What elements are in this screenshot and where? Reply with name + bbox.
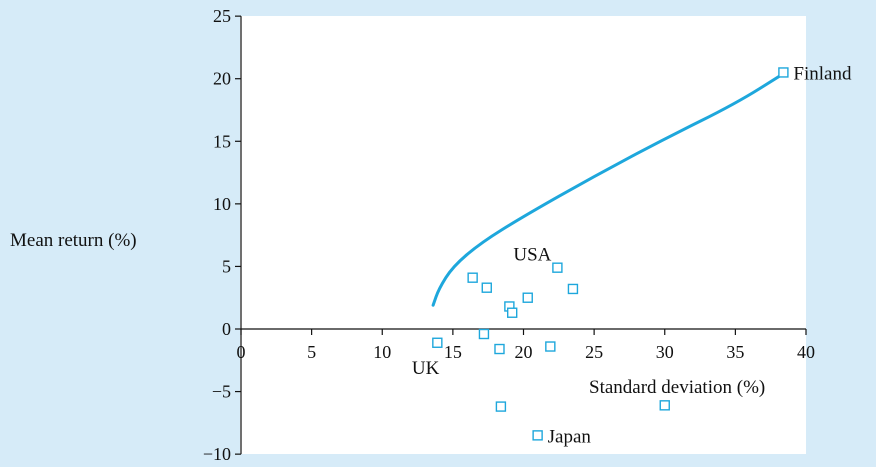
x-axis-label: Standard deviation (%)	[589, 377, 765, 398]
x-tick-label: 40	[797, 342, 815, 362]
data-point	[659, 400, 670, 411]
y-tick-label: 25	[213, 6, 231, 26]
point-label: USA	[513, 245, 551, 266]
point-label: Finland	[793, 63, 852, 84]
x-tick-label: 0	[237, 342, 246, 362]
data-point	[545, 341, 556, 352]
data-point	[478, 328, 490, 340]
point-label: Japan	[548, 426, 592, 447]
plot-area	[240, 16, 806, 454]
data-point	[481, 282, 492, 293]
axes: −10 −5 0 5 10 15 20 25 0 5 10 15 20 25 30 35 40	[203, 6, 815, 464]
data-point	[467, 272, 478, 283]
x-tick-label: 5	[307, 342, 316, 362]
y-tick-label: 10	[213, 194, 231, 214]
y-axis-label: Mean return (%)	[10, 230, 137, 251]
data-point	[778, 67, 789, 78]
data-point	[532, 430, 543, 441]
x-tick-label: 20	[515, 342, 533, 362]
data-point	[552, 262, 563, 273]
frontier-layer	[431, 72, 785, 307]
y-tick-label: 0	[222, 319, 231, 339]
x-tick-label: 30	[656, 342, 674, 362]
data-point	[494, 343, 505, 355]
data-point	[495, 401, 507, 412]
data-point	[522, 292, 533, 303]
y-tick-label: −5	[212, 382, 231, 402]
data-point	[567, 283, 579, 295]
labels-layer: Finland USA UK Japan	[412, 63, 852, 447]
y-tick-label: 15	[213, 131, 231, 151]
data-point	[432, 337, 443, 348]
x-tick-label: 15	[444, 342, 462, 362]
points-layer	[432, 67, 789, 441]
frontier-curve	[431, 72, 785, 307]
y-tick-label: 5	[222, 256, 231, 276]
data-point	[507, 307, 518, 318]
x-tick-label: 10	[373, 342, 391, 362]
y-tick-label: 20	[213, 69, 231, 89]
x-tick-label: 25	[585, 342, 603, 362]
point-label: UK	[412, 358, 440, 379]
y-tick-label: −10	[203, 444, 231, 464]
x-tick-label: 35	[726, 342, 744, 362]
